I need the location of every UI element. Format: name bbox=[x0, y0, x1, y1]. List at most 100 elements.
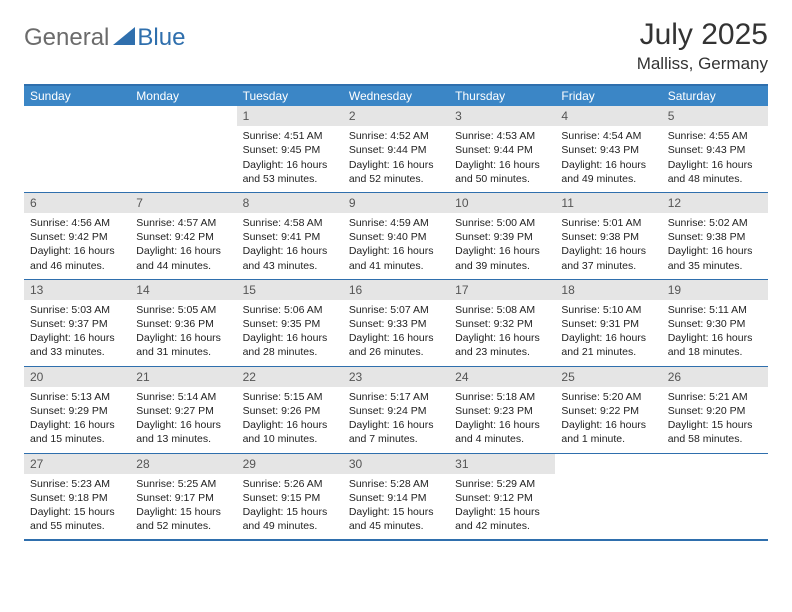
sunset-text: Sunset: 9:26 PM bbox=[237, 404, 343, 418]
daylight-text: Daylight: 16 hours bbox=[555, 158, 661, 172]
sunset-text: Sunset: 9:18 PM bbox=[24, 491, 130, 505]
calendar-page: General Blue July 2025 Malliss, Germany … bbox=[0, 0, 792, 559]
daylight-text: Daylight: 16 hours bbox=[343, 158, 449, 172]
calendar: SundayMondayTuesdayWednesdayThursdayFrid… bbox=[24, 84, 768, 541]
sunset-text: Sunset: 9:39 PM bbox=[449, 230, 555, 244]
sunrise-text: Sunrise: 5:10 AM bbox=[555, 303, 661, 317]
sunset-text: Sunset: 9:32 PM bbox=[449, 317, 555, 331]
sunrise-text: Sunrise: 5:11 AM bbox=[662, 303, 768, 317]
daylight-text: Daylight: 16 hours bbox=[555, 418, 661, 432]
daylight-text: and 26 minutes. bbox=[343, 345, 449, 359]
daylight-text: Daylight: 15 hours bbox=[662, 418, 768, 432]
day-cell: 9Sunrise: 4:59 AMSunset: 9:40 PMDaylight… bbox=[343, 193, 449, 279]
day-header: Saturday bbox=[662, 86, 768, 106]
day-number: 3 bbox=[449, 106, 555, 126]
daylight-text: and 21 minutes. bbox=[555, 345, 661, 359]
daylight-text: and 42 minutes. bbox=[449, 519, 555, 533]
day-number: 30 bbox=[343, 454, 449, 474]
daylight-text: Daylight: 16 hours bbox=[662, 244, 768, 258]
sunset-text: Sunset: 9:41 PM bbox=[237, 230, 343, 244]
day-number: 15 bbox=[237, 280, 343, 300]
week-row: 20Sunrise: 5:13 AMSunset: 9:29 PMDayligh… bbox=[24, 366, 768, 453]
location-label: Malliss, Germany bbox=[637, 54, 768, 74]
day-header: Friday bbox=[555, 86, 661, 106]
daylight-text: and 18 minutes. bbox=[662, 345, 768, 359]
sunset-text: Sunset: 9:42 PM bbox=[24, 230, 130, 244]
week-row: 13Sunrise: 5:03 AMSunset: 9:37 PMDayligh… bbox=[24, 279, 768, 366]
day-number: 20 bbox=[24, 367, 130, 387]
daylight-text: Daylight: 15 hours bbox=[449, 505, 555, 519]
sunrise-text: Sunrise: 5:01 AM bbox=[555, 216, 661, 230]
week-row: 6Sunrise: 4:56 AMSunset: 9:42 PMDaylight… bbox=[24, 192, 768, 279]
brand-logo: General Blue bbox=[24, 24, 185, 52]
sunset-text: Sunset: 9:38 PM bbox=[662, 230, 768, 244]
sunset-text: Sunset: 9:14 PM bbox=[343, 491, 449, 505]
empty-cell: . bbox=[130, 106, 236, 192]
day-number: 17 bbox=[449, 280, 555, 300]
sunset-text: Sunset: 9:38 PM bbox=[555, 230, 661, 244]
day-cell: 21Sunrise: 5:14 AMSunset: 9:27 PMDayligh… bbox=[130, 367, 236, 453]
daylight-text: and 49 minutes. bbox=[555, 172, 661, 186]
sunrise-text: Sunrise: 4:52 AM bbox=[343, 129, 449, 143]
sunset-text: Sunset: 9:31 PM bbox=[555, 317, 661, 331]
sunset-text: Sunset: 9:37 PM bbox=[24, 317, 130, 331]
day-header: Monday bbox=[130, 86, 236, 106]
daylight-text: Daylight: 16 hours bbox=[130, 418, 236, 432]
daylight-text: Daylight: 16 hours bbox=[24, 331, 130, 345]
daylight-text: and 44 minutes. bbox=[130, 259, 236, 273]
daylight-text: Daylight: 16 hours bbox=[343, 331, 449, 345]
daylight-text: and 41 minutes. bbox=[343, 259, 449, 273]
daylight-text: Daylight: 16 hours bbox=[449, 331, 555, 345]
daylight-text: and 50 minutes. bbox=[449, 172, 555, 186]
daylight-text: and 1 minute. bbox=[555, 432, 661, 446]
sunrise-text: Sunrise: 5:28 AM bbox=[343, 477, 449, 491]
day-cell: 12Sunrise: 5:02 AMSunset: 9:38 PMDayligh… bbox=[662, 193, 768, 279]
day-cell: 5Sunrise: 4:55 AMSunset: 9:43 PMDaylight… bbox=[662, 106, 768, 192]
daylight-text: Daylight: 15 hours bbox=[343, 505, 449, 519]
sunset-text: Sunset: 9:15 PM bbox=[237, 491, 343, 505]
day-number: 1 bbox=[237, 106, 343, 126]
sunrise-text: Sunrise: 4:57 AM bbox=[130, 216, 236, 230]
day-number: 13 bbox=[24, 280, 130, 300]
sunrise-text: Sunrise: 4:56 AM bbox=[24, 216, 130, 230]
day-header: Thursday bbox=[449, 86, 555, 106]
day-header-row: SundayMondayTuesdayWednesdayThursdayFrid… bbox=[24, 86, 768, 106]
day-cell: 16Sunrise: 5:07 AMSunset: 9:33 PMDayligh… bbox=[343, 280, 449, 366]
daylight-text: Daylight: 16 hours bbox=[237, 331, 343, 345]
brand-part1: General bbox=[24, 24, 109, 52]
day-cell: 13Sunrise: 5:03 AMSunset: 9:37 PMDayligh… bbox=[24, 280, 130, 366]
daylight-text: Daylight: 16 hours bbox=[237, 244, 343, 258]
sunset-text: Sunset: 9:29 PM bbox=[24, 404, 130, 418]
day-cell: 15Sunrise: 5:06 AMSunset: 9:35 PMDayligh… bbox=[237, 280, 343, 366]
daylight-text: and 55 minutes. bbox=[24, 519, 130, 533]
sunrise-text: Sunrise: 5:05 AM bbox=[130, 303, 236, 317]
sunrise-text: Sunrise: 5:06 AM bbox=[237, 303, 343, 317]
day-cell: 11Sunrise: 5:01 AMSunset: 9:38 PMDayligh… bbox=[555, 193, 661, 279]
daylight-text: Daylight: 15 hours bbox=[130, 505, 236, 519]
daylight-text: and 37 minutes. bbox=[555, 259, 661, 273]
sunset-text: Sunset: 9:43 PM bbox=[662, 143, 768, 157]
sunset-text: Sunset: 9:27 PM bbox=[130, 404, 236, 418]
daylight-text: and 48 minutes. bbox=[662, 172, 768, 186]
day-number: 31 bbox=[449, 454, 555, 474]
daylight-text: Daylight: 15 hours bbox=[24, 505, 130, 519]
sunrise-text: Sunrise: 5:17 AM bbox=[343, 390, 449, 404]
week-row: ..1Sunrise: 4:51 AMSunset: 9:45 PMDaylig… bbox=[24, 106, 768, 192]
sunset-text: Sunset: 9:33 PM bbox=[343, 317, 449, 331]
sunrise-text: Sunrise: 5:14 AM bbox=[130, 390, 236, 404]
day-cell: 23Sunrise: 5:17 AMSunset: 9:24 PMDayligh… bbox=[343, 367, 449, 453]
day-cell: 20Sunrise: 5:13 AMSunset: 9:29 PMDayligh… bbox=[24, 367, 130, 453]
day-cell: 27Sunrise: 5:23 AMSunset: 9:18 PMDayligh… bbox=[24, 454, 130, 540]
day-cell: 3Sunrise: 4:53 AMSunset: 9:44 PMDaylight… bbox=[449, 106, 555, 192]
daylight-text: and 33 minutes. bbox=[24, 345, 130, 359]
day-cell: 6Sunrise: 4:56 AMSunset: 9:42 PMDaylight… bbox=[24, 193, 130, 279]
sunset-text: Sunset: 9:23 PM bbox=[449, 404, 555, 418]
sunrise-text: Sunrise: 5:15 AM bbox=[237, 390, 343, 404]
daylight-text: Daylight: 16 hours bbox=[449, 244, 555, 258]
day-number: 18 bbox=[555, 280, 661, 300]
day-cell: 22Sunrise: 5:15 AMSunset: 9:26 PMDayligh… bbox=[237, 367, 343, 453]
day-number: 7 bbox=[130, 193, 236, 213]
daylight-text: and 10 minutes. bbox=[237, 432, 343, 446]
sunrise-text: Sunrise: 5:07 AM bbox=[343, 303, 449, 317]
daylight-text: and 52 minutes. bbox=[130, 519, 236, 533]
